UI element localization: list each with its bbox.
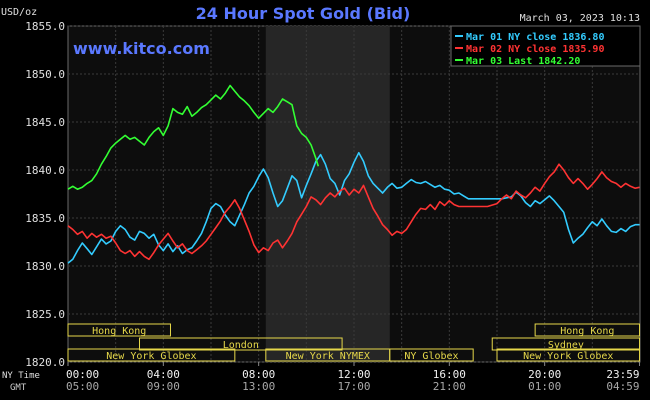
legend-entry: Mar 03 Last 1842.20 — [466, 56, 580, 67]
x-row-label-gmt: GMT — [10, 383, 27, 393]
nymex-session-shading — [265, 26, 390, 362]
series-line — [67, 84, 320, 190]
legend-entry: Mar 02 NY close 1835.90 — [466, 44, 604, 55]
session-label: NY Globex — [404, 351, 458, 362]
x-tick-label-gmt: 04:59 — [606, 380, 639, 393]
x-tick-label-gmt: 01:00 — [528, 380, 561, 393]
x-tick-label-gmt: 21:00 — [433, 380, 466, 393]
legend-entry: Mar 01 NY close 1836.80 — [466, 32, 604, 43]
series-line — [67, 163, 640, 261]
series-line — [67, 151, 640, 264]
x-tick-label-gmt: 17:00 — [337, 380, 370, 393]
x-tick-label-gmt: 05:00 — [66, 380, 99, 393]
x-tick-label-ny: 04:00 — [147, 368, 180, 381]
session-label: New York Globex — [106, 351, 196, 362]
session-band — [496, 348, 641, 362]
session-band — [139, 337, 343, 351]
grid-lines — [68, 25, 640, 363]
chart-title: 24 Hour Spot Gold (Bid) — [196, 4, 411, 23]
x-row-label-ny: NY Time — [2, 371, 40, 381]
x-tick-label-ny: 16:00 — [433, 368, 466, 381]
chart-timestamp: March 03, 2023 10:13 — [520, 13, 640, 24]
session-label: Hong Kong — [92, 326, 146, 337]
session-band — [67, 348, 236, 362]
legend-box — [450, 25, 641, 67]
kitco-watermark: www.kitco.com — [73, 39, 210, 58]
x-tick-label-ny: 08:00 — [242, 368, 275, 381]
y-tick-label: 1855.0 — [25, 20, 65, 33]
y-tick-label: 1845.0 — [25, 116, 65, 129]
session-label: New York Globex — [523, 351, 613, 362]
session-band — [389, 348, 474, 362]
x-tick-label-ny: 00:00 — [66, 368, 99, 381]
y-tick-label: 1830.0 — [25, 260, 65, 273]
y-axis-ticks: 1855.0 1850.0 1845.0 1840.0 1835.0 1830.0 1825… — [25, 20, 65, 369]
session-label: London — [223, 340, 259, 351]
session-label: New York NYMEX — [286, 351, 370, 362]
session-label: Sydney — [548, 340, 584, 351]
y-tick-label: 1850.0 — [25, 68, 65, 81]
y-tick-label: 1825.0 — [25, 308, 65, 321]
y-tick-label: 1840.0 — [25, 164, 65, 177]
x-tick-label-gmt: 13:00 — [242, 380, 275, 393]
y-tick-label: 1835.0 — [25, 212, 65, 225]
price-series — [67, 84, 640, 264]
session-band — [67, 323, 171, 337]
session-label: Hong Kong — [560, 326, 614, 337]
x-tick-label-ny: 23:59 — [606, 368, 639, 381]
x-tick-label-ny: 20:00 — [528, 368, 561, 381]
session-band — [491, 337, 641, 351]
session-band — [534, 323, 641, 337]
x-tick-label-ny: 12:00 — [337, 368, 370, 381]
y-tick-label: 1820.0 — [25, 356, 65, 369]
x-tick-label-gmt: 09:00 — [147, 380, 180, 393]
y-unit-label: USD/oz — [1, 7, 37, 18]
